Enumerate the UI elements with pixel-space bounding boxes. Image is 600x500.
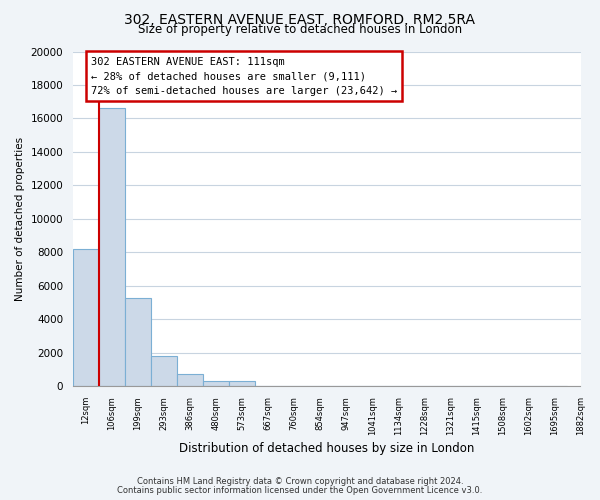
Bar [229, 381, 255, 386]
Bar [203, 381, 229, 386]
Text: 302 EASTERN AVENUE EAST: 111sqm
← 28% of detached houses are smaller (9,111)
72%: 302 EASTERN AVENUE EAST: 111sqm ← 28% of… [91, 56, 397, 96]
Bar [151, 356, 177, 386]
Text: 302, EASTERN AVENUE EAST, ROMFORD, RM2 5RA: 302, EASTERN AVENUE EAST, ROMFORD, RM2 5… [125, 12, 476, 26]
Bar [99, 108, 125, 386]
Text: Size of property relative to detached houses in London: Size of property relative to detached ho… [138, 22, 462, 36]
X-axis label: Distribution of detached houses by size in London: Distribution of detached houses by size … [179, 442, 475, 455]
Bar [73, 249, 99, 386]
Bar [125, 298, 151, 386]
Bar [177, 374, 203, 386]
Text: Contains public sector information licensed under the Open Government Licence v3: Contains public sector information licen… [118, 486, 482, 495]
Text: Contains HM Land Registry data © Crown copyright and database right 2024.: Contains HM Land Registry data © Crown c… [137, 477, 463, 486]
Y-axis label: Number of detached properties: Number of detached properties [15, 137, 25, 301]
